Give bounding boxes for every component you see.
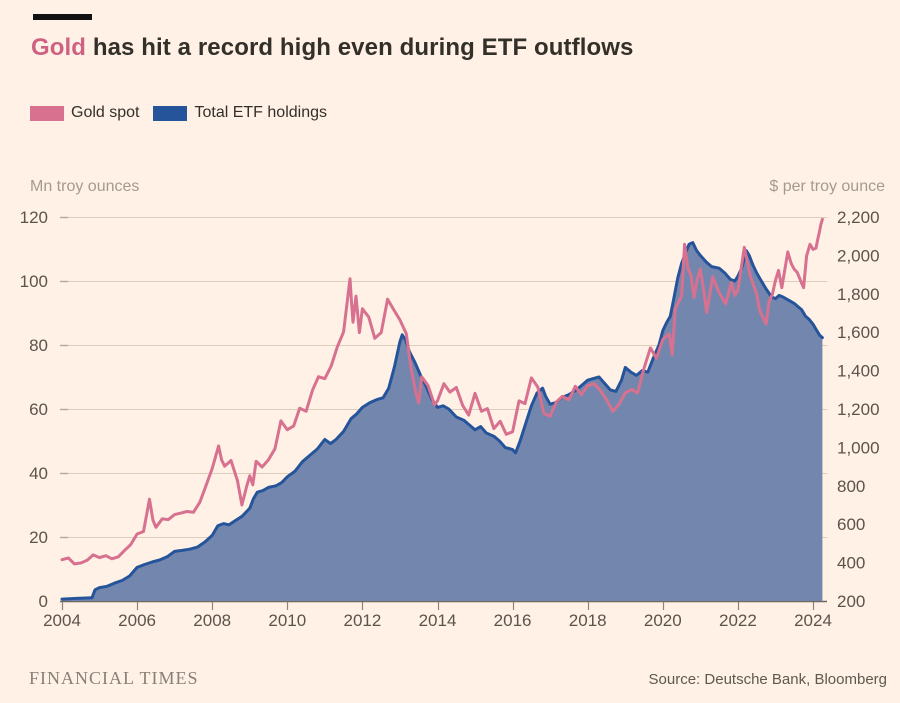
x-axis-tick-label: 2016 [494, 611, 532, 630]
right-axis-tick-label: 2,200 [837, 208, 880, 227]
right-axis-tick-label: 200 [837, 592, 865, 611]
page-title: Gold has hit a record high even during E… [31, 34, 633, 62]
title-rest: has hit a record high even during ETF ou… [86, 34, 634, 61]
etf-holdings-area [62, 242, 823, 601]
right-axis-tick-label: 1,600 [837, 323, 880, 342]
legend-item-etf-holdings: Total ETF holdings [153, 104, 327, 122]
legend: Gold spot Total ETF holdings [30, 104, 327, 122]
left-axis-tick-label: 0 [39, 592, 48, 611]
right-axis-tick-label: 400 [837, 554, 865, 573]
right-axis-tick-label: 2,000 [837, 246, 880, 265]
x-axis-tick-label: 2020 [644, 611, 682, 630]
left-axis-tick-label: 80 [29, 336, 48, 355]
gold-spot-swatch [30, 105, 64, 121]
right-axis-tick-label: 1,800 [837, 285, 880, 304]
gold-spot-line [60, 217, 824, 566]
left-axis-tick-label: 60 [29, 400, 48, 419]
right-axis-tick-label: 1,200 [837, 400, 880, 419]
etf-holdings-line [60, 241, 824, 601]
x-axis-tick-label: 2024 [794, 611, 832, 630]
left-axis-tick-label: 100 [20, 272, 48, 291]
x-axis-tick-label: 2018 [569, 611, 607, 630]
x-axis-tick-label: 2004 [43, 611, 81, 630]
x-axis-tick-label: 2006 [118, 611, 156, 630]
legend-item-gold-spot: Gold spot [30, 104, 139, 122]
right-axis-tick-label: 600 [837, 515, 865, 534]
left-axis-tick-label: 120 [20, 208, 48, 227]
left-axis-title: Mn troy ounces [30, 178, 140, 195]
right-axis-tick-label: 1,000 [837, 438, 880, 457]
legend-label: Total ETF holdings [194, 104, 327, 121]
ft-top-rule [33, 14, 92, 20]
x-axis-tick-label: 2012 [343, 611, 381, 630]
right-axis-title: $ per troy ounce [769, 178, 885, 195]
left-axis-tick-label: 20 [29, 528, 48, 547]
title-accent: Gold [31, 34, 87, 61]
right-axis-tick-label: 1,400 [837, 362, 880, 381]
ft-brand: FINANCIAL TIMES [29, 668, 199, 688]
left-axis-tick-label: 40 [29, 464, 48, 483]
x-axis-tick-label: 2008 [193, 611, 231, 630]
legend-label: Gold spot [71, 104, 140, 121]
x-axis-tick-label: 2022 [719, 611, 757, 630]
source-note: Source: Deutsche Bank, Bloomberg [648, 671, 887, 688]
right-axis-tick-label: 800 [837, 477, 865, 496]
x-axis-tick-label: 2010 [268, 611, 306, 630]
x-axis-tick-label: 2014 [419, 611, 457, 630]
etf-holdings-swatch [153, 105, 188, 121]
